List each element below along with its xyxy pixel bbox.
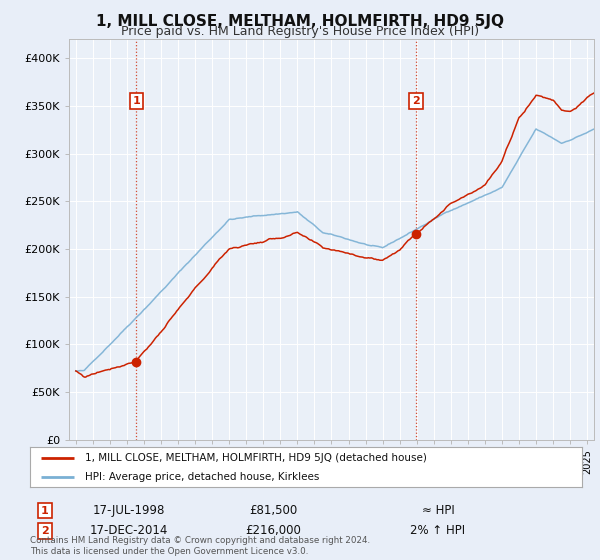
Text: 2% ↑ HPI: 2% ↑ HPI <box>410 524 466 538</box>
Text: ≈ HPI: ≈ HPI <box>422 504 454 517</box>
Text: £81,500: £81,500 <box>249 504 297 517</box>
Text: £216,000: £216,000 <box>245 524 301 538</box>
Text: 1: 1 <box>132 96 140 106</box>
Text: 17-JUL-1998: 17-JUL-1998 <box>93 504 165 517</box>
Text: Price paid vs. HM Land Registry's House Price Index (HPI): Price paid vs. HM Land Registry's House … <box>121 25 479 38</box>
Text: 17-DEC-2014: 17-DEC-2014 <box>90 524 168 538</box>
Text: Contains HM Land Registry data © Crown copyright and database right 2024.
This d: Contains HM Land Registry data © Crown c… <box>30 536 370 556</box>
Text: 2: 2 <box>41 526 49 536</box>
Text: 2: 2 <box>412 96 420 106</box>
Text: 1: 1 <box>41 506 49 516</box>
Text: 1, MILL CLOSE, MELTHAM, HOLMFIRTH, HD9 5JQ: 1, MILL CLOSE, MELTHAM, HOLMFIRTH, HD9 5… <box>96 14 504 29</box>
Text: HPI: Average price, detached house, Kirklees: HPI: Average price, detached house, Kirk… <box>85 472 320 482</box>
Text: 1, MILL CLOSE, MELTHAM, HOLMFIRTH, HD9 5JQ (detached house): 1, MILL CLOSE, MELTHAM, HOLMFIRTH, HD9 5… <box>85 453 427 463</box>
